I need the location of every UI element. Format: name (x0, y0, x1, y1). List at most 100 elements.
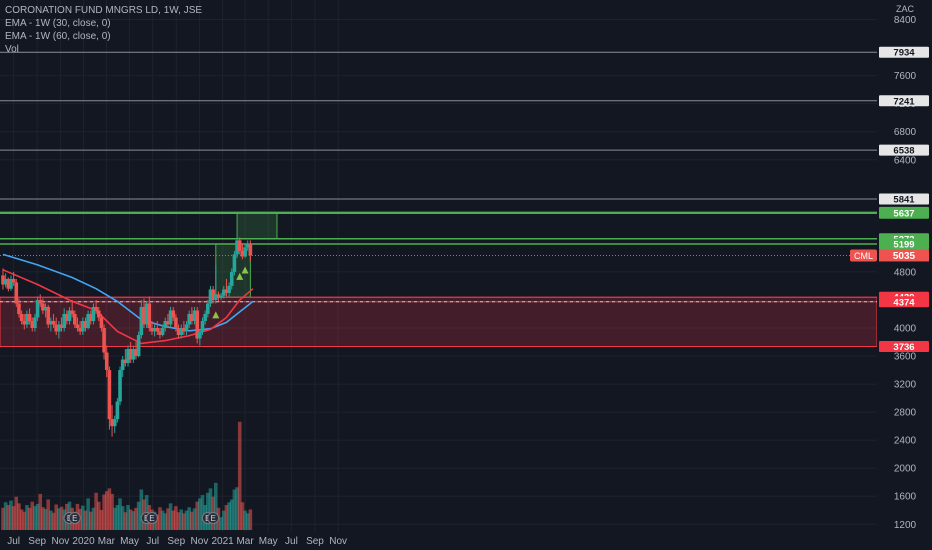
price-tick-label: 2000 (894, 464, 917, 475)
volume-bar (57, 508, 61, 530)
candle-body (49, 320, 53, 325)
price-tick-label: 7600 (894, 71, 917, 82)
volume-bar (112, 507, 117, 530)
level-price-tag (879, 296, 929, 308)
candle-body (198, 331, 202, 339)
candle-body (67, 310, 72, 321)
volume-bar (160, 510, 165, 530)
volume-bar (46, 499, 51, 530)
candle-body (38, 299, 43, 304)
volume-bar (107, 488, 112, 530)
candle-body (83, 320, 88, 328)
candle-body (182, 328, 186, 332)
level-price-tag (879, 207, 929, 219)
candle-body (147, 303, 152, 328)
volume-bar (9, 500, 13, 530)
volume-bar (190, 511, 194, 530)
volume-bar (237, 421, 242, 530)
earnings-icon[interactable] (68, 512, 81, 524)
ema30-line (2, 269, 254, 345)
volume-bar (35, 503, 40, 530)
volume-bar (224, 505, 229, 530)
x-tick-label: Nov (191, 536, 209, 547)
volume-bar (49, 510, 53, 530)
candle-body (46, 306, 51, 325)
x-tick-label: 2021 (212, 536, 235, 547)
volume-bar (158, 507, 162, 530)
x-tick-label: May (259, 536, 278, 547)
candle-body (9, 278, 13, 289)
candle-body (155, 328, 160, 332)
candle-body (216, 294, 221, 298)
candle-body (240, 250, 245, 257)
volume-bar (38, 493, 43, 530)
volume-bar (11, 506, 16, 530)
volume-bar (54, 504, 58, 530)
candle-body (224, 289, 229, 293)
candle-body (110, 419, 114, 427)
volume-bar (134, 507, 138, 530)
x-tick-label: Jul (146, 536, 159, 547)
candle-body (219, 295, 223, 298)
volume-bar (182, 513, 186, 530)
candle-body (112, 419, 117, 427)
volume-bar (214, 482, 218, 530)
candle-body (142, 306, 146, 325)
earnings-icon[interactable] (207, 512, 220, 524)
candle-body (211, 289, 215, 300)
candle-body (6, 278, 11, 289)
volume-bar (83, 510, 88, 530)
volume-bar (192, 508, 197, 530)
candle-body (171, 310, 176, 318)
volume-bar (43, 508, 48, 530)
price-tick-label: 8400 (894, 15, 917, 26)
volume-bar (139, 489, 144, 530)
volume-bar (17, 503, 21, 530)
candle-body (57, 324, 61, 332)
x-tick-label: Jul (7, 536, 20, 547)
volume-bar (91, 507, 96, 530)
volume-bar (174, 506, 178, 530)
candle-body (126, 349, 130, 364)
candle-body (214, 294, 218, 300)
candle-body (78, 328, 82, 332)
volume-bar (232, 489, 237, 530)
x-tick-label: Sep (28, 536, 46, 547)
candle-body (176, 328, 181, 336)
level-price-tag-label: 7241 (893, 96, 915, 107)
candle-body (96, 310, 101, 318)
candle-body (243, 247, 247, 257)
level-price-tag-label: 7934 (893, 48, 915, 59)
volume-bar (81, 505, 85, 530)
candle-body (11, 278, 16, 283)
candle-body (235, 240, 239, 255)
volume-bar (99, 510, 104, 530)
x-tick-label: Nov (329, 536, 347, 547)
level-price-tag-label: 6538 (893, 146, 914, 157)
price-axis[interactable] (877, 0, 932, 550)
candle-body (174, 317, 178, 328)
candle-body (88, 313, 93, 321)
candle-body (144, 303, 149, 325)
volume-bar (51, 512, 56, 530)
x-tick-label: Sep (306, 536, 324, 547)
candle-body (30, 320, 35, 328)
level-price-tag-label: 5637 (893, 209, 914, 220)
level-price-tag (879, 193, 929, 205)
volume-bar (195, 501, 199, 530)
volume-bar (176, 512, 181, 530)
volume-bar (59, 506, 64, 530)
candle-body (123, 359, 128, 364)
candle-body (86, 313, 90, 328)
price-tick-label: 6800 (894, 127, 917, 138)
level-price-tag (879, 341, 929, 353)
volume-bar (208, 488, 213, 530)
volume-bar (166, 508, 170, 530)
candle-body (195, 310, 199, 339)
earnings-icon[interactable] (145, 512, 158, 524)
volume-bar (200, 495, 205, 530)
buy-signal-marker (212, 311, 220, 319)
volume-bar (120, 506, 125, 530)
candle-body (3, 278, 8, 285)
